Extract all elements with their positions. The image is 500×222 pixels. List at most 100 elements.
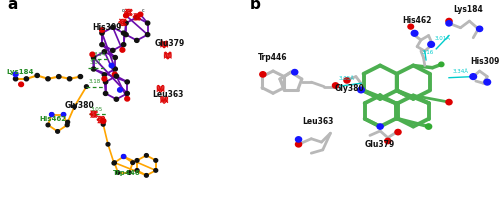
Circle shape <box>92 67 96 71</box>
Circle shape <box>125 91 130 95</box>
Circle shape <box>100 43 104 47</box>
Circle shape <box>476 26 482 32</box>
Text: 3.34Å: 3.34Å <box>452 69 468 74</box>
Circle shape <box>100 119 106 123</box>
Circle shape <box>66 120 70 124</box>
Circle shape <box>68 77 72 81</box>
Text: Leu363: Leu363 <box>152 89 184 99</box>
Circle shape <box>144 174 148 177</box>
Text: Gly380: Gly380 <box>65 101 94 110</box>
Text: 3.18: 3.18 <box>88 79 101 84</box>
Circle shape <box>102 77 107 81</box>
Circle shape <box>112 161 116 165</box>
Circle shape <box>110 48 115 52</box>
Text: a: a <box>7 0 18 12</box>
Circle shape <box>113 56 117 59</box>
Text: 3.34: 3.34 <box>94 52 106 57</box>
Circle shape <box>122 155 126 159</box>
Text: His462: His462 <box>40 116 66 122</box>
Circle shape <box>122 155 126 158</box>
Text: 3.16: 3.16 <box>421 50 434 55</box>
Circle shape <box>50 113 53 116</box>
Circle shape <box>426 124 432 129</box>
Text: o: o <box>122 8 125 13</box>
Circle shape <box>344 78 350 83</box>
Text: Lys184: Lys184 <box>6 69 34 75</box>
Circle shape <box>124 13 128 18</box>
Circle shape <box>50 113 54 117</box>
Circle shape <box>102 50 106 54</box>
Circle shape <box>446 18 452 24</box>
Circle shape <box>109 63 114 68</box>
Circle shape <box>470 74 476 79</box>
Text: 3.05Å: 3.05Å <box>339 76 355 81</box>
Circle shape <box>72 105 76 108</box>
Circle shape <box>110 25 115 29</box>
Circle shape <box>296 137 302 142</box>
Circle shape <box>124 21 128 25</box>
Circle shape <box>116 171 120 174</box>
Circle shape <box>66 123 69 127</box>
Circle shape <box>134 38 139 42</box>
Circle shape <box>384 138 391 144</box>
Circle shape <box>122 43 126 47</box>
Circle shape <box>428 42 434 47</box>
Circle shape <box>125 97 130 101</box>
Text: Glu379: Glu379 <box>365 139 395 149</box>
Text: Glu379: Glu379 <box>155 38 185 48</box>
Circle shape <box>100 28 104 32</box>
Circle shape <box>146 33 150 37</box>
Circle shape <box>35 73 40 77</box>
Circle shape <box>412 30 418 36</box>
Text: Gly380: Gly380 <box>334 84 364 93</box>
Circle shape <box>154 169 158 172</box>
Circle shape <box>128 171 131 174</box>
Circle shape <box>24 77 28 81</box>
Circle shape <box>102 123 105 126</box>
Circle shape <box>114 97 118 101</box>
Text: Lys184: Lys184 <box>453 5 482 14</box>
Circle shape <box>446 21 452 26</box>
Circle shape <box>112 72 117 77</box>
Circle shape <box>56 75 61 79</box>
Circle shape <box>92 56 96 59</box>
Circle shape <box>292 69 298 75</box>
Circle shape <box>134 15 139 19</box>
Circle shape <box>104 80 108 84</box>
Text: 3.05: 3.05 <box>91 107 104 112</box>
Text: b: b <box>250 0 261 12</box>
Circle shape <box>112 161 116 165</box>
Circle shape <box>358 87 364 93</box>
Circle shape <box>377 124 383 129</box>
Circle shape <box>146 21 150 25</box>
Circle shape <box>114 74 118 78</box>
Circle shape <box>131 161 134 165</box>
Circle shape <box>13 72 18 77</box>
Circle shape <box>332 83 338 88</box>
Circle shape <box>260 72 266 77</box>
Circle shape <box>446 99 452 105</box>
Circle shape <box>14 77 18 81</box>
Circle shape <box>395 129 401 135</box>
Circle shape <box>138 12 143 17</box>
Circle shape <box>135 159 139 162</box>
Circle shape <box>144 154 148 157</box>
Circle shape <box>18 82 24 87</box>
Circle shape <box>62 113 66 117</box>
Circle shape <box>100 31 104 35</box>
Circle shape <box>113 67 117 71</box>
Circle shape <box>408 24 414 29</box>
Circle shape <box>296 142 302 147</box>
Circle shape <box>104 91 108 95</box>
Circle shape <box>122 31 126 35</box>
Circle shape <box>78 75 82 79</box>
Circle shape <box>120 48 125 52</box>
Text: 3.01Å: 3.01Å <box>434 36 450 41</box>
Circle shape <box>125 80 130 84</box>
Text: Trp446: Trp446 <box>258 53 287 62</box>
Circle shape <box>56 130 60 133</box>
Text: c: c <box>142 8 144 13</box>
Circle shape <box>154 159 158 162</box>
Circle shape <box>62 113 66 116</box>
Circle shape <box>135 169 139 172</box>
